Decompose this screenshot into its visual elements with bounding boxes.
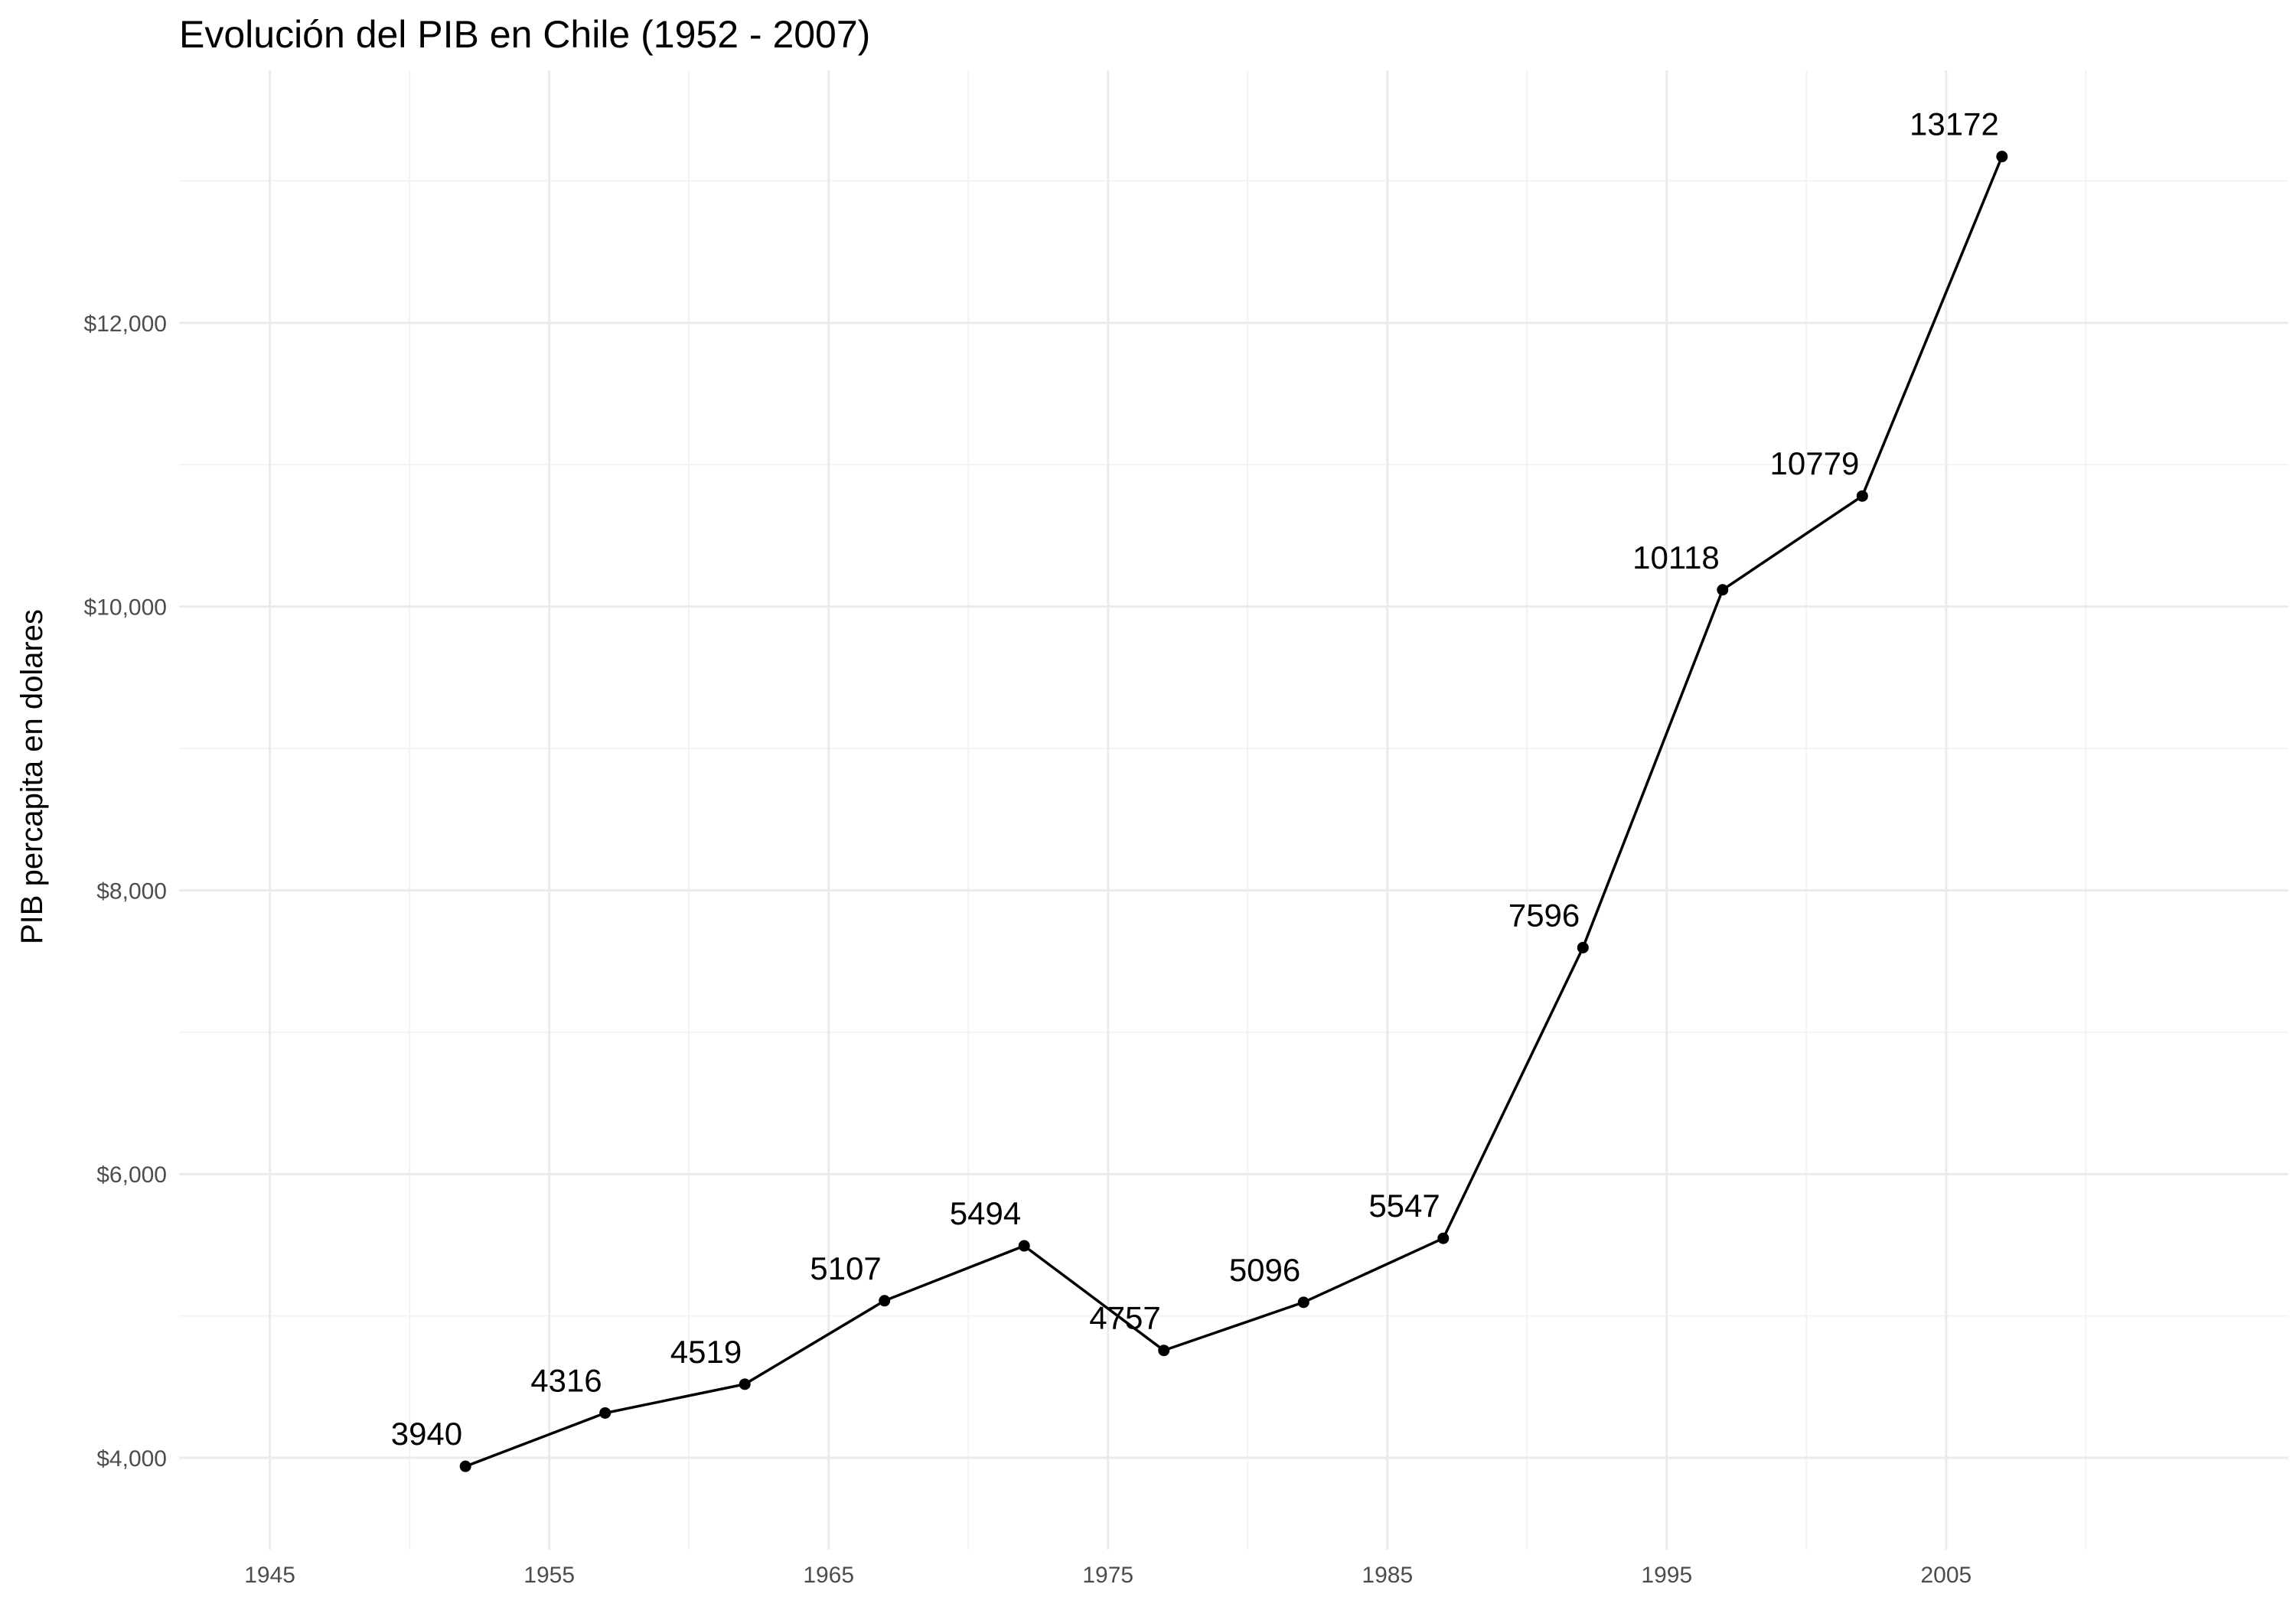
- data-label: 10118: [1632, 539, 1720, 575]
- data-point: [1717, 584, 1729, 596]
- data-label: 5494: [950, 1195, 1021, 1231]
- data-label: 5547: [1368, 1188, 1440, 1224]
- data-label: 4519: [670, 1334, 742, 1370]
- data-point: [1577, 941, 1589, 953]
- chart-title: Evolución del PIB en Chile (1952 - 2007): [179, 13, 870, 56]
- data-point: [1018, 1240, 1030, 1252]
- y-axis-label: PIB percapita en dolares: [15, 609, 49, 944]
- data-label: 13172: [1910, 106, 1999, 142]
- series-line: [465, 155, 2004, 1468]
- data-label: 10779: [1770, 445, 1860, 481]
- x-tick-label: 1955: [523, 1563, 575, 1588]
- data-point: [1996, 151, 2008, 163]
- grid: [179, 70, 2288, 1550]
- x-tick-label: 1965: [803, 1563, 854, 1588]
- data-point: [1437, 1232, 1450, 1244]
- data-label: 5096: [1229, 1252, 1300, 1288]
- axis-ticks: 1945 1955 1965 1975 1985 1995 2005 $4,000 $6,000…: [84, 311, 1972, 1588]
- data-label: 4757: [1089, 1300, 1160, 1336]
- data-point: [1297, 1296, 1309, 1309]
- x-tick-label: 2005: [1920, 1563, 1971, 1588]
- y-tick-label: $8,000: [96, 878, 167, 904]
- data-point: [459, 1460, 471, 1472]
- y-tick-label: $6,000: [96, 1162, 167, 1188]
- data-label: 4316: [530, 1362, 602, 1398]
- y-tick-label: $4,000: [96, 1446, 167, 1472]
- x-tick-label: 1985: [1362, 1563, 1413, 1588]
- data-point: [879, 1295, 891, 1307]
- series: [459, 151, 2008, 1472]
- x-tick-label: 1995: [1641, 1563, 1692, 1588]
- x-tick-label: 1975: [1082, 1563, 1133, 1588]
- data-point: [1856, 490, 1868, 502]
- y-tick-label: $10,000: [84, 595, 167, 621]
- data-point: [1158, 1345, 1170, 1357]
- data-point: [739, 1378, 751, 1390]
- data-label: 7596: [1508, 897, 1580, 933]
- data-point: [599, 1407, 612, 1419]
- x-tick-label: 1945: [244, 1563, 295, 1588]
- data-labels: 3940 4316 4519 5107 5494 4757 5096 5547 7596 1011…: [391, 106, 1999, 1452]
- data-label: 5107: [810, 1250, 881, 1286]
- data-label: 3940: [391, 1416, 462, 1452]
- y-tick-label: $12,000: [84, 311, 167, 337]
